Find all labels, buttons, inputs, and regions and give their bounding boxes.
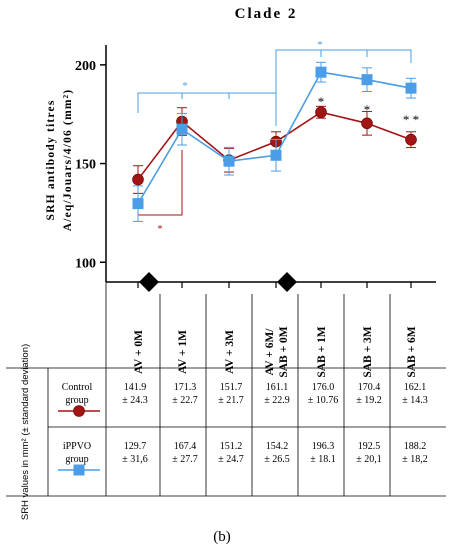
y-axis-label-line1: SRH antibody titres xyxy=(45,100,57,221)
data-point xyxy=(315,66,327,78)
significance-star-point: * xyxy=(318,94,325,109)
x-tick-label-line1: AV + 0M xyxy=(133,330,145,374)
significance-star: * xyxy=(182,80,188,92)
vaccination-diamond-marker xyxy=(139,272,159,292)
table-cell-sd: ± 26.5 xyxy=(264,454,290,465)
table-cell-sd: ± 21.7 xyxy=(218,395,244,406)
x-tick-label: AV + 3M xyxy=(224,330,236,374)
legend-marker xyxy=(73,464,85,476)
x-tick-label: AV + 0M xyxy=(133,330,145,374)
table-cell-sd: ± 10.76 xyxy=(308,395,339,406)
x-tick-label-line2: SAB + 0M xyxy=(278,326,290,377)
data-point xyxy=(405,133,417,146)
table-cell-value: 141.9 xyxy=(124,382,147,393)
legend-ippvo-group: iPPVO group xyxy=(58,441,100,476)
y-tick-label: 100 xyxy=(75,256,96,271)
x-tick-label-line1: AV + 3M xyxy=(224,330,236,374)
data-point xyxy=(405,82,417,94)
table-cell-value: 170.4 xyxy=(358,382,381,393)
data-point xyxy=(176,123,188,135)
data-point xyxy=(361,117,373,130)
data-point xyxy=(223,155,235,167)
table-cell-sd: ± 20,1 xyxy=(356,454,382,465)
table-cell-sd: ± 18.1 xyxy=(310,454,336,465)
table-cell-sd: ± 31,6 xyxy=(122,454,148,465)
table-cell-sd: ± 22.7 xyxy=(172,395,198,406)
table-cell-sd: ± 18,2 xyxy=(402,454,428,465)
table-cell-sd: ± 24.3 xyxy=(122,395,148,406)
table-cell-value: 171.3 xyxy=(174,382,197,393)
table-cell-value: 167.4 xyxy=(174,441,197,452)
table-cell-value: 161.1 xyxy=(266,382,289,393)
legend-label-line1: iPPVO xyxy=(63,441,91,452)
x-tick-label: SAB + 6M xyxy=(406,326,418,377)
table-cell-value: 162.1 xyxy=(404,382,427,393)
table-cell-sd: ± 27.7 xyxy=(172,454,198,465)
table-row-header: SRH values in mm² (± standard deviation) xyxy=(20,344,31,520)
table-cell-value: 129.7 xyxy=(124,441,147,452)
x-tick-label-line1: SAB + 3M xyxy=(362,326,374,377)
legend-control-group: Control group xyxy=(58,382,100,417)
table-cell-value: 151.7 xyxy=(220,382,243,393)
data-series xyxy=(132,61,417,222)
legend-label-line2: group xyxy=(65,454,88,465)
significance-bracket-red xyxy=(137,150,183,216)
axes: 100 150 200 xyxy=(75,45,436,292)
data-point xyxy=(132,173,144,186)
legend-marker xyxy=(73,405,85,417)
table-cell-sd: ± 19.2 xyxy=(356,395,382,406)
vaccination-diamond-marker xyxy=(277,272,297,292)
data-point xyxy=(361,74,373,86)
legend-label-line2: group xyxy=(65,395,88,406)
significance-bracket-blue-2 xyxy=(275,49,412,123)
x-axis-tick-labels: AV + 0M AV + 1M AV + 3M AV + 6M/SAB + 0M SAB… xyxy=(133,326,418,377)
table-cell-value: 188.2 xyxy=(404,441,427,452)
table-cell-value: 196.3 xyxy=(312,441,335,452)
x-tick-label: AV + 1M xyxy=(177,330,189,374)
x-tick-label: SAB + 3M xyxy=(362,326,374,377)
table-cell-sd: ± 22.9 xyxy=(264,395,290,406)
table-cell-value: 154.2 xyxy=(266,441,289,452)
table-cell-value: 176.0 xyxy=(312,382,335,393)
data-point xyxy=(270,149,282,161)
x-tick-label: AV + 6M/SAB + 0M xyxy=(264,326,290,377)
legend-label-line1: Control xyxy=(62,382,93,393)
chart-title: Clade 2 xyxy=(235,6,298,22)
x-tick-label-line1: AV + 1M xyxy=(177,330,189,374)
panel-label: (b) xyxy=(213,529,231,545)
y-axis-label: SRH antibody titres A/eq/Jouars/4/06 (mm… xyxy=(45,89,74,232)
table-cell-sd: ± 24.7 xyxy=(218,454,244,465)
series-ippvo xyxy=(132,61,417,222)
x-tick-label: SAB + 1M xyxy=(316,326,328,377)
data-point xyxy=(315,106,327,119)
significance-star-point: * xyxy=(364,102,371,117)
significance-brackets: * * * * * * * xyxy=(137,39,419,235)
significance-star-point: * * xyxy=(403,112,419,127)
data-point xyxy=(132,198,144,210)
significance-bracket-blue-1 xyxy=(137,92,277,126)
significance-star: * xyxy=(317,39,323,51)
x-tick-label-line1: SAB + 1M xyxy=(316,326,328,377)
data-table: SRH values in mm² (± standard deviation)… xyxy=(6,282,446,520)
y-axis-label-line2: A/eq/Jouars/4/06 (mm²) xyxy=(62,89,74,232)
table-row-header-text: SRH values in mm² (± standard deviation) xyxy=(20,344,31,520)
x-tick-label-line1: AV + 6M/ xyxy=(264,328,276,376)
table-cell-value: 192.5 xyxy=(358,441,381,452)
x-tick-label-line1: SAB + 6M xyxy=(406,326,418,377)
y-tick-label: 200 xyxy=(75,59,96,74)
significance-star: * xyxy=(157,223,163,235)
table-cell-sd: ± 14.3 xyxy=(402,395,428,406)
y-tick-label: 150 xyxy=(75,158,96,173)
table-cell-value: 151.2 xyxy=(220,441,243,452)
